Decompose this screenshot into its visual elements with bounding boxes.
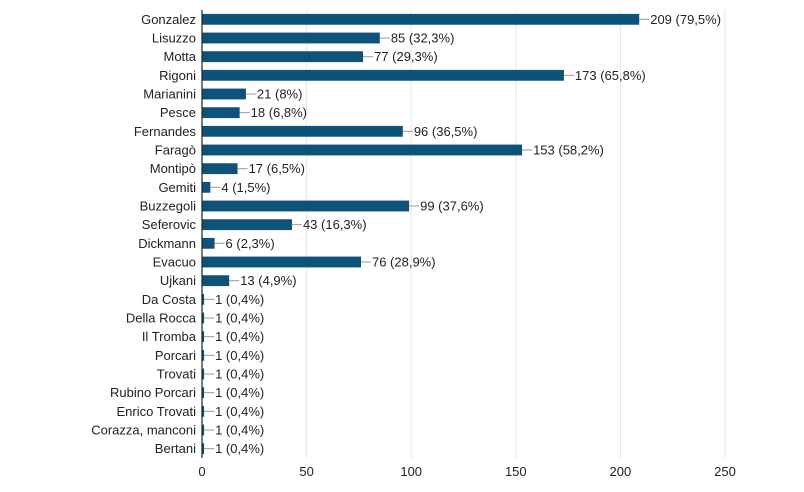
value-label: 21 (8%) — [257, 87, 303, 102]
category-label: Motta — [163, 49, 196, 64]
bar — [202, 424, 205, 436]
bar — [202, 219, 292, 231]
category-label: Seferovic — [142, 217, 197, 232]
category-label: Enrico Trovati — [117, 404, 197, 419]
value-label: 77 (29,3%) — [374, 49, 438, 64]
bar — [202, 51, 364, 63]
bar — [202, 181, 211, 193]
bar — [202, 125, 403, 137]
value-label: 153 (58,2%) — [533, 143, 604, 158]
value-label: 6 (2,3%) — [226, 236, 275, 251]
bar — [202, 32, 380, 44]
category-label: Buzzegoli — [140, 199, 196, 214]
value-label: 173 (65,8%) — [575, 68, 646, 83]
value-label: 17 (6,5%) — [249, 161, 305, 176]
category-label: Faragò — [155, 143, 196, 158]
value-label: 1 (0,4%) — [215, 367, 264, 382]
value-label: 43 (16,3%) — [303, 217, 367, 232]
category-label: Fernandes — [134, 124, 197, 139]
x-tick-label: 100 — [400, 464, 422, 479]
value-label: 1 (0,4%) — [215, 329, 264, 344]
category-label: Rubino Porcari — [110, 385, 196, 400]
labels: Gonzalez 209 (79,5%) Lisuzzo 85 (32,3%) Mott… — [91, 12, 721, 456]
bar — [202, 13, 640, 25]
category-label: Pesce — [160, 105, 196, 120]
category-label: Gemiti — [158, 180, 196, 195]
x-tick-label: 0 — [198, 464, 205, 479]
bars — [202, 13, 640, 455]
value-label: 1 (0,4%) — [215, 385, 264, 400]
bar — [202, 293, 205, 305]
x-tick-label: 200 — [610, 464, 632, 479]
category-label: Trovati — [157, 367, 196, 382]
x-tick-label: 50 — [299, 464, 313, 479]
category-label: Dickmann — [138, 236, 196, 251]
bar — [202, 237, 215, 249]
bar — [202, 200, 410, 212]
value-label: 85 (32,3%) — [391, 31, 455, 46]
bar — [202, 107, 240, 119]
bar — [202, 144, 523, 156]
category-label: Della Rocca — [126, 311, 197, 326]
bar — [202, 163, 238, 175]
value-label: 4 (1,5%) — [221, 180, 270, 195]
value-label: 18 (6,8%) — [251, 105, 307, 120]
bar — [202, 405, 205, 417]
value-label: 99 (37,6%) — [420, 199, 484, 214]
bar — [202, 69, 564, 81]
value-label: 13 (4,9%) — [240, 273, 296, 288]
bar — [202, 331, 205, 343]
value-label: 76 (28,9%) — [372, 255, 436, 270]
value-label: 96 (36,5%) — [414, 124, 478, 139]
x-tick-label: 150 — [505, 464, 527, 479]
value-label: 1 (0,4%) — [215, 292, 264, 307]
value-label: 1 (0,4%) — [215, 311, 264, 326]
value-label: 1 (0,4%) — [215, 348, 264, 363]
category-label: Ujkani — [160, 273, 196, 288]
category-label: Rigoni — [159, 68, 196, 83]
bar — [202, 349, 205, 361]
category-label: Corazza, manconi — [91, 423, 196, 438]
value-label: 1 (0,4%) — [215, 441, 264, 456]
value-label: 209 (79,5%) — [650, 12, 721, 27]
category-label: Il Tromba — [142, 329, 197, 344]
bar — [202, 443, 205, 455]
bar — [202, 387, 205, 399]
bar — [202, 88, 246, 100]
category-label: Bertani — [155, 441, 196, 456]
category-label: Gonzalez — [141, 12, 196, 27]
category-label: Porcari — [155, 348, 196, 363]
category-label: Da Costa — [142, 292, 197, 307]
bar — [202, 312, 205, 324]
value-label: 1 (0,4%) — [215, 423, 264, 438]
bar — [202, 368, 205, 380]
category-label: Evacuo — [153, 255, 196, 270]
x-axis-ticks: 0 50 100 150 200 250 — [198, 464, 735, 479]
category-label: Marianini — [143, 87, 196, 102]
bar — [202, 275, 230, 287]
bar — [202, 256, 361, 268]
category-label: Lisuzzo — [152, 31, 196, 46]
x-tick-label: 250 — [714, 464, 736, 479]
value-label: 1 (0,4%) — [215, 404, 264, 419]
category-label: Montipò — [150, 161, 196, 176]
